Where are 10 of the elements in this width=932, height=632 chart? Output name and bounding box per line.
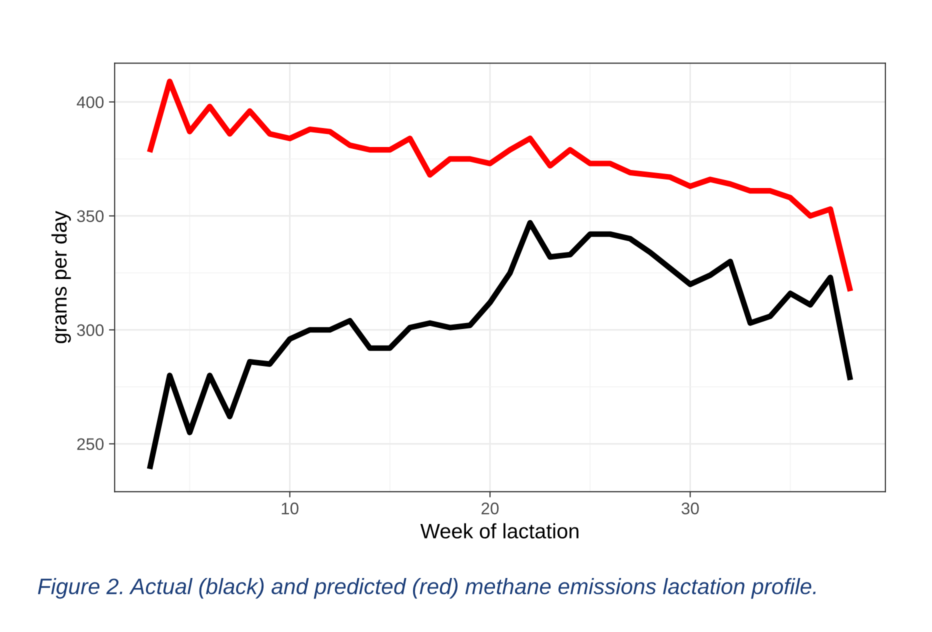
y-tick-label: 300 (77, 324, 104, 336)
x-tick-label: 30 (682, 502, 699, 514)
caption: Figure 2. Actual (black) and predicted (red) methane emissions lactation profile. (38, 578, 816, 599)
x-tick-label: 20 (482, 502, 499, 514)
y-tick-label: 350 (77, 210, 104, 222)
x-axis-title: Week of lactation (420, 523, 578, 539)
y-axis-title: grams per day (51, 210, 71, 344)
y-tick-label: 250 (77, 438, 104, 450)
x-tick-label: 10 (282, 502, 298, 514)
y-tick-label: 400 (76, 96, 104, 108)
